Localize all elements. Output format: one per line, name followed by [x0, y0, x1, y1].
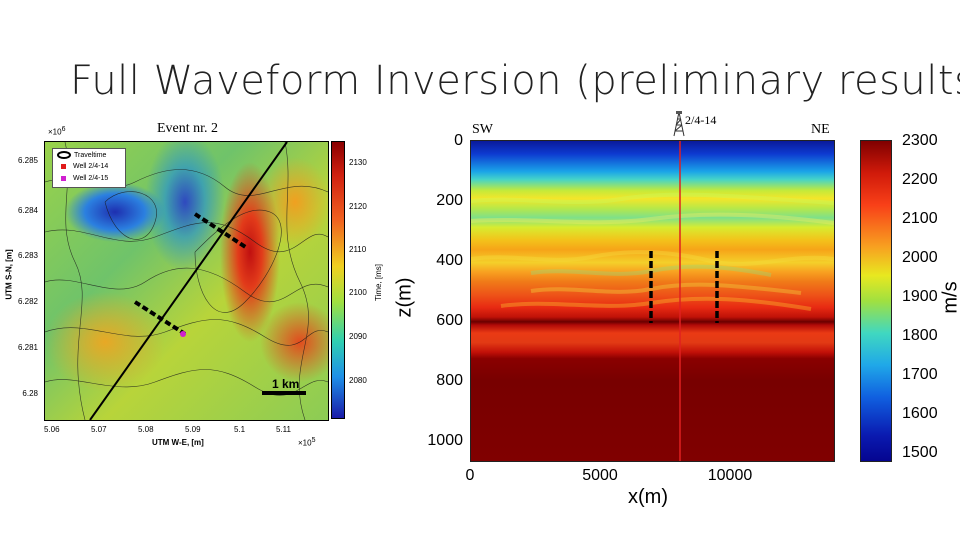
- map-legend: Traveltime Well 2/4-14 Well 2/4-15: [52, 148, 126, 188]
- well-2-4-15-marker: [180, 331, 186, 337]
- traveltime-colorbar: [331, 141, 345, 419]
- well-marker-icon: [61, 176, 66, 181]
- vel-x-tick: 5000: [582, 467, 618, 484]
- map-x-tick: 5.11: [276, 425, 291, 434]
- vel-cbar-tick: 2200: [902, 171, 938, 188]
- map-cbar-tick: 2120: [349, 202, 367, 211]
- map-colorbar-label: Time, [ms]: [374, 263, 384, 302]
- vel-y-tick: 600: [436, 312, 463, 329]
- receiver-line-1: [193, 212, 249, 250]
- map-cbar-tick: 2110: [349, 245, 367, 254]
- vel-cbar-tick: 2100: [902, 210, 938, 227]
- map-y-tick: 6.281: [17, 343, 38, 352]
- map-cbar-tick: 2090: [349, 332, 367, 341]
- vel-colorbar-unit: m/s: [939, 281, 960, 314]
- slide-title: Full Waveform Inversion (preliminary res…: [70, 58, 960, 104]
- map-y-tick: 6.28: [22, 389, 38, 398]
- scale-bar: [262, 391, 306, 395]
- sw-label: SW: [472, 122, 493, 137]
- map-y-tick: 6.284: [17, 206, 38, 215]
- velocity-colorbar: [860, 140, 892, 462]
- vel-cbar-tick: 1600: [902, 405, 938, 422]
- vel-cbar-tick: 1900: [902, 288, 938, 305]
- legend-label: Well 2/4-15: [73, 175, 109, 182]
- map-x-label: UTM W-E, [m]: [152, 438, 204, 447]
- map-x-tick: 5.1: [234, 425, 246, 434]
- vel-cbar-tick: 1800: [902, 327, 938, 344]
- map-cbar-tick: 2100: [349, 288, 367, 297]
- event-label: Event nr. 2: [157, 121, 219, 136]
- map-y-label: UTM S-N, [m]: [4, 249, 14, 300]
- traveltime-map: [44, 141, 329, 421]
- map-y-tick: 6.285: [17, 156, 38, 165]
- map-x-tick: 5.07: [91, 425, 107, 434]
- vel-cbar-tick: 1700: [902, 366, 938, 383]
- vel-y-tick: 400: [436, 252, 463, 269]
- legend-label: Well 2/4-14: [73, 163, 109, 170]
- velocity-model: [470, 140, 835, 462]
- map-y-tick: 6.283: [17, 251, 38, 260]
- legend-label: Traveltime: [74, 151, 107, 159]
- well-label: 2/4-14: [685, 113, 717, 127]
- x-exponent: ×105: [298, 437, 316, 448]
- traveltime-legend-icon: [57, 151, 71, 159]
- vel-y-tick: 1000: [427, 432, 463, 449]
- vel-x-tick: 10000: [707, 467, 753, 484]
- map-cbar-tick: 2130: [349, 158, 367, 167]
- vel-cbar-tick: 2300: [902, 132, 938, 149]
- vel-x-label: x(m): [628, 486, 668, 508]
- drilling-rig-icon: [672, 111, 686, 142]
- ne-label: NE: [811, 122, 830, 137]
- vel-x-tick: 0: [465, 467, 475, 484]
- map-x-tick: 5.09: [185, 425, 201, 434]
- map-x-tick: 5.08: [138, 425, 154, 434]
- well-marker-icon: [61, 164, 66, 169]
- vel-y-tick: 800: [436, 372, 463, 389]
- receiver-line-2: [133, 300, 187, 336]
- vel-cbar-tick: 2000: [902, 249, 938, 266]
- vel-y-label: z(m): [393, 277, 416, 318]
- vel-y-tick: 200: [436, 192, 463, 209]
- vel-y-tick: 0: [454, 132, 463, 149]
- y-exponent: ×106: [48, 126, 66, 137]
- map-x-tick: 5.06: [44, 425, 60, 434]
- map-y-tick: 6.282: [17, 297, 38, 306]
- map-cbar-tick: 2080: [349, 376, 367, 385]
- scale-label: 1 km: [272, 377, 300, 391]
- vel-cbar-tick: 1500: [902, 444, 938, 461]
- traveltime-line: [89, 142, 288, 420]
